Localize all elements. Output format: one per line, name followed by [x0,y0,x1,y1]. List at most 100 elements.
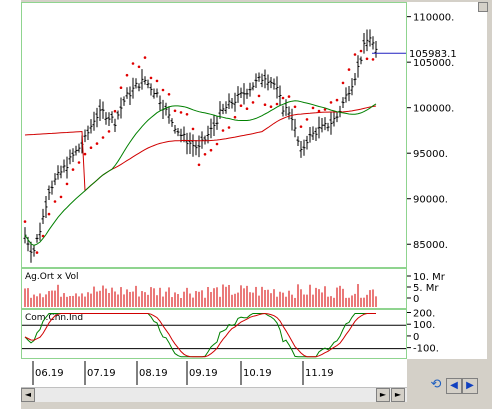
sar-dot [365,57,369,61]
prev-button[interactable]: ◀ [446,378,462,394]
sar-dot [143,56,147,59]
sar-dot [311,106,315,110]
price-tick-label: 105000. [413,58,454,69]
sar-dot [227,126,231,129]
date-axis: 06.19 07.19 08.19 09.19 10.19 11.19 [21,359,407,387]
scroll-right-button-a[interactable]: ► [376,388,390,402]
sar-dot [341,81,345,85]
sar-dot [203,153,207,156]
price-panel[interactable] [21,2,407,272]
date-tick-label: 11.19 [305,368,334,379]
sar-dot [185,113,189,116]
sar-dot [59,195,63,199]
maximize-button[interactable] [478,2,488,12]
volume-title: Ag.Ort x Vol [25,272,79,282]
date-tick-label: 09.19 [189,368,218,379]
sar-dot [221,129,225,132]
next-button[interactable]: ▶ [462,378,478,394]
price-tick-label: 90000. [413,195,448,206]
price-tick-label: 100000. [413,104,454,115]
sar-dot [323,108,327,111]
navigation-buttons: ⟲ ◀ ▶ [428,376,486,396]
moving-average-short [24,100,377,247]
sar-dot [83,152,87,156]
sar-dot [245,107,249,110]
sar-dot [269,105,273,108]
sar-dot [71,168,75,171]
volume-chart: Ag.Ort x Vol [24,272,377,307]
sar-dot [359,49,363,53]
date-axis-ticks: 06.19 07.19 08.19 09.19 10.19 11.19 [32,361,334,385]
sar-dot [107,130,111,133]
volume-tick-label: 0 [413,294,419,305]
sar-dot [119,86,123,89]
sar-dot [305,118,309,121]
price-tick-label: 95000. [413,149,448,160]
sar-dot [35,251,39,254]
sar-dot [113,109,117,113]
refresh-icon[interactable]: ⟲ [430,377,442,392]
price-tick-label: 85000. [413,240,448,251]
oscillator-panel[interactable]: Com.Chn.Ind [21,309,407,359]
sar-dot [191,127,195,131]
sar-dot [131,62,135,65]
volume-panel[interactable]: Ag.Ort x Vol [21,268,407,309]
sar-dot [95,142,99,145]
sar-dot [275,102,279,106]
sar-dot [23,220,27,223]
sar-dot [335,98,339,102]
sar-dot [329,101,333,104]
sar-dot [89,146,93,149]
horizontal-scrollbar[interactable]: ◄ ► ► [21,387,407,402]
sar-dot [353,53,357,56]
left-margin [0,0,21,409]
sar-dot [41,234,45,238]
sar-dot [371,58,375,61]
price-chart [23,29,406,272]
sar-dot [173,109,177,113]
y-axis: 110000. 105000. 100000. 95000. 90000. 85000. 1… [407,13,457,355]
sar-dot [47,212,51,216]
moving-average-long [24,105,377,192]
cci-signal-line [24,312,376,358]
sar-dot [53,200,57,203]
sar-dot [347,68,351,71]
sar-dot [137,65,141,69]
sar-dot [197,163,201,167]
sar-dot [233,115,237,119]
oscillator-title: Com.Chn.Ind [25,313,83,323]
sar-dot [101,136,105,139]
sar-dot [251,101,255,104]
sar-dot [149,76,153,80]
sar-dot [209,148,213,152]
sar-dot [161,88,165,92]
sar-dot [317,109,321,113]
sar-dot [65,182,69,186]
sar-dot [215,142,219,146]
sar-dot [77,161,81,164]
sar-dot [263,103,267,106]
sar-dot [167,93,171,96]
oscillator-tick-label: -100. [413,344,439,355]
sar-dot [155,79,159,83]
scroll-right-button-b[interactable]: ► [391,388,405,402]
date-tick-label: 07.19 [87,368,116,379]
scroll-left-button[interactable]: ◄ [21,388,35,402]
sar-dot [281,96,285,100]
sar-dot [125,73,129,77]
last-price-label: 105983.1 [409,49,457,60]
sar-dot [179,111,183,114]
oscillator-tick-label: 100. [413,320,435,331]
sar-dot [257,94,261,98]
y-axis-area: 110000. 105000. 100000. 95000. 90000. 85000. 1… [407,2,487,359]
oscillator-tick-label: 200. [413,309,435,320]
date-tick-label: 06.19 [35,368,64,379]
price-tick-label: 110000. [413,13,454,24]
oscillator-chart: Com.Chn.Ind [22,312,406,358]
sar-dot [287,95,291,98]
date-tick-label: 08.19 [139,368,168,379]
sar-dot [293,105,297,109]
sar-dot [299,125,303,128]
sar-dot [239,104,243,107]
